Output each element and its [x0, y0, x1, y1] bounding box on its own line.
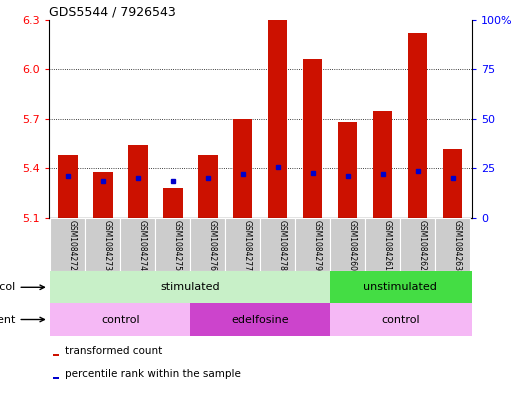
Text: GSM1084279: GSM1084279 — [313, 220, 322, 271]
Bar — [435, 218, 470, 271]
Bar — [121, 218, 155, 271]
Bar — [128, 145, 148, 218]
Text: GSM1084274: GSM1084274 — [138, 220, 147, 271]
Bar — [163, 188, 183, 218]
Bar — [365, 218, 400, 271]
Text: transformed count: transformed count — [65, 346, 163, 356]
Bar — [50, 271, 330, 303]
Text: GDS5544 / 7926543: GDS5544 / 7926543 — [49, 6, 175, 18]
Bar — [373, 110, 392, 218]
Bar — [330, 271, 472, 303]
Text: GSM1084278: GSM1084278 — [278, 220, 287, 271]
Text: percentile rank within the sample: percentile rank within the sample — [65, 369, 241, 379]
Text: GSM1084275: GSM1084275 — [173, 220, 182, 271]
Bar — [93, 172, 112, 218]
Text: GSM1084261: GSM1084261 — [383, 220, 392, 271]
Bar — [53, 376, 59, 379]
Bar — [303, 59, 323, 218]
Bar — [53, 354, 59, 356]
Text: GSM1084263: GSM1084263 — [452, 220, 462, 271]
Bar — [295, 218, 330, 271]
Bar — [268, 20, 287, 218]
Text: stimulated: stimulated — [161, 282, 220, 292]
Bar — [190, 218, 225, 271]
Bar — [443, 149, 462, 218]
Text: GSM1084260: GSM1084260 — [348, 220, 357, 271]
Bar — [155, 218, 190, 271]
Text: GSM1084277: GSM1084277 — [243, 220, 252, 271]
Bar — [330, 218, 365, 271]
Bar — [400, 218, 435, 271]
Text: GSM1084272: GSM1084272 — [68, 220, 77, 271]
Bar — [198, 155, 218, 218]
Bar — [50, 218, 86, 271]
Text: control: control — [101, 314, 140, 325]
Bar — [338, 122, 358, 218]
Bar — [260, 218, 295, 271]
Bar — [86, 218, 121, 271]
Text: GSM1084262: GSM1084262 — [418, 220, 427, 271]
Bar — [233, 119, 252, 218]
Bar — [190, 303, 330, 336]
Bar — [330, 303, 472, 336]
Text: control: control — [381, 314, 420, 325]
Bar — [50, 303, 190, 336]
Text: GSM1084273: GSM1084273 — [103, 220, 112, 271]
Text: GSM1084276: GSM1084276 — [208, 220, 217, 271]
Text: edelfosine: edelfosine — [231, 314, 289, 325]
Bar — [58, 155, 77, 218]
Bar — [225, 218, 261, 271]
Text: agent: agent — [0, 314, 45, 325]
Text: unstimulated: unstimulated — [363, 282, 437, 292]
Text: protocol: protocol — [0, 282, 45, 292]
Bar — [408, 33, 427, 218]
